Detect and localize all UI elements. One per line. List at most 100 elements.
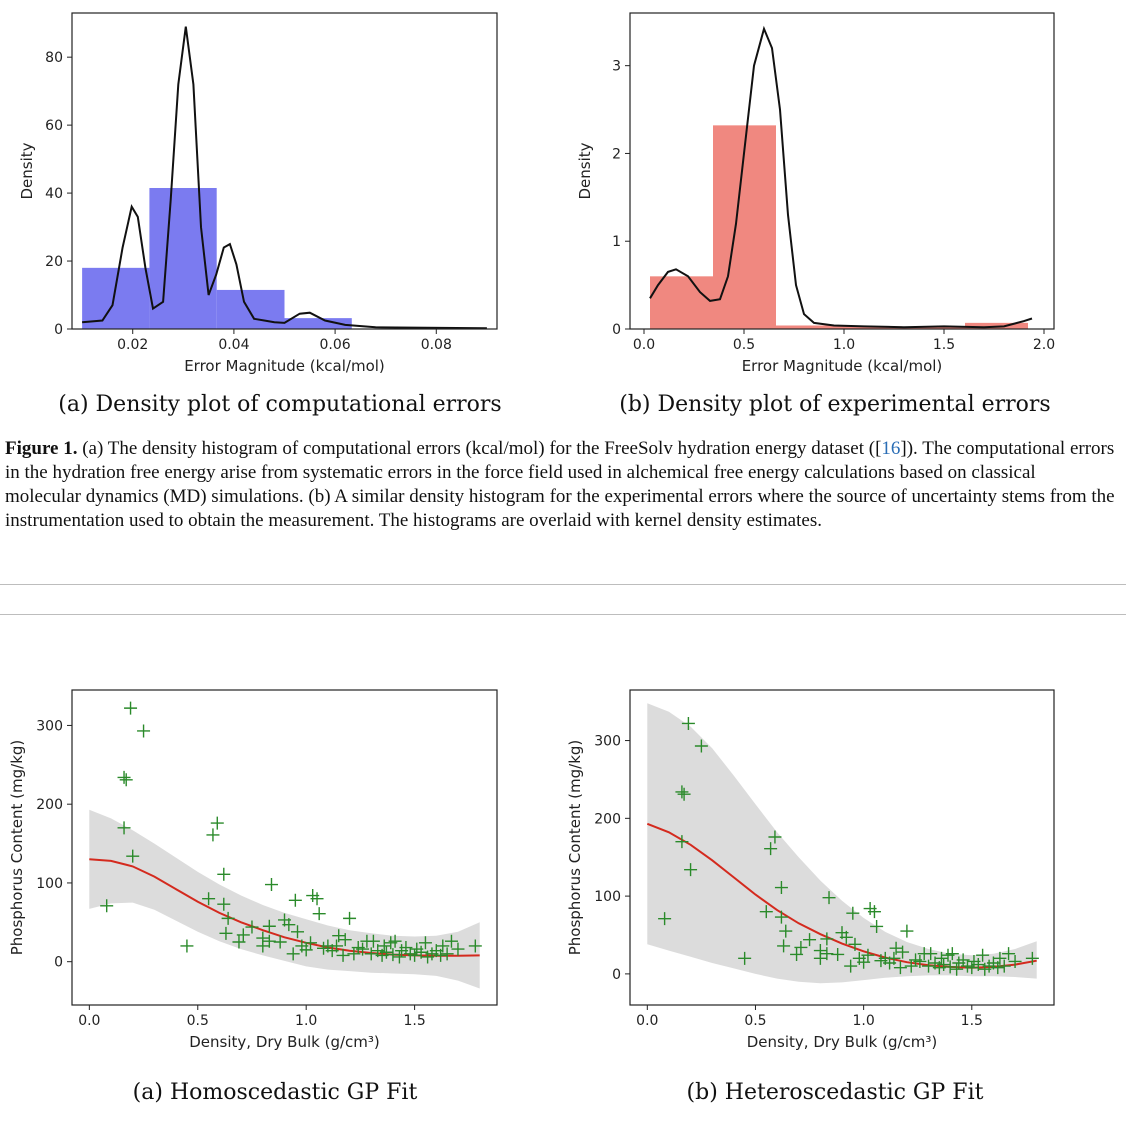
data-point-10: [768, 830, 782, 844]
data-point-22: [264, 878, 278, 892]
data-point-26: [844, 959, 858, 973]
data-point-67: [434, 948, 448, 962]
data-point-31: [304, 936, 318, 950]
divider-bottom: [0, 614, 1126, 615]
data-point-11: [774, 910, 788, 924]
y-tick-label: 0: [54, 955, 63, 971]
y-tick-label: 200: [594, 811, 621, 827]
x-axis-label: Density, Dry Bulk (g/cm³): [747, 1033, 938, 1051]
x-tick-label: 1.5: [933, 337, 955, 353]
subcaption-b-fig2: (b) Heteroscedastic GP Fit: [686, 1080, 984, 1105]
data-point-8: [759, 905, 773, 919]
x-tick-label: 1.0: [833, 337, 855, 353]
histogram-bar-3: [839, 326, 902, 329]
data-point-4: [681, 716, 695, 730]
data-point-3: [117, 821, 131, 835]
x-tick-label: 0.02: [117, 337, 148, 353]
plot-area: 0.0 0.5 1.0 1.5 0 100 200 300 Density, Dry Bulk …: [566, 689, 1055, 1051]
data-point-8: [202, 892, 216, 906]
x-axis-label: Error Magnitude (kcal/mol): [184, 357, 385, 375]
histogram-bar-1: [149, 187, 217, 329]
data-point-23: [831, 947, 845, 961]
confidence-band: [647, 703, 1037, 984]
data-point-25: [282, 918, 296, 932]
caption-text-cont: ]). The computational errors in the hydr…: [5, 438, 1115, 531]
data-point-4: [124, 701, 138, 715]
data-point-69: [440, 947, 454, 961]
data-point-23: [273, 935, 287, 949]
data-point-63: [418, 936, 432, 950]
kde-curve: [649, 25, 1033, 329]
data-point-68: [436, 939, 450, 953]
histogram-computational-errors: 0.02 0.04 0.06 0.08 0 20 40 60 80 Error Magnitude…: [18, 12, 498, 375]
data-point-16: [236, 928, 250, 942]
y-tick-label: 20: [45, 254, 63, 270]
data-point-7: [738, 951, 752, 965]
data-point-51: [377, 939, 391, 953]
data-point-68: [993, 951, 1007, 965]
data-point-38: [330, 939, 344, 953]
data-point-9: [764, 842, 778, 856]
data-point-31: [861, 948, 875, 962]
data-point-48: [924, 947, 938, 961]
x-tick-label: 1.0: [295, 1013, 317, 1029]
y-axis-label: Density: [18, 142, 36, 199]
x-tick-label: 1.5: [961, 1013, 983, 1029]
data-point-38: [887, 951, 901, 965]
x-tick-label: 0.08: [421, 337, 452, 353]
histogram-bar-0: [82, 267, 150, 329]
data-point-48: [366, 934, 380, 948]
plot-frame: [71, 12, 498, 330]
data-point-0: [100, 899, 114, 913]
plot-content: [649, 25, 1033, 329]
data-point-3: [675, 835, 689, 849]
data-point-72: [468, 939, 482, 953]
data-point-2: [119, 773, 133, 787]
data-point-19: [256, 939, 270, 953]
data-point-22: [822, 891, 836, 905]
data-point-5: [126, 849, 140, 863]
data-point-47: [364, 947, 378, 961]
x-tick-label: 0.0: [636, 1013, 658, 1029]
data-point-0: [658, 912, 672, 926]
data-point-60: [965, 961, 979, 975]
data-point-47: [922, 959, 936, 973]
data-point-70: [444, 934, 458, 948]
data-point-13: [779, 924, 793, 938]
data-point-1: [117, 770, 131, 784]
data-point-55: [388, 934, 402, 948]
y-axis-label: Phosphorus Content (mg/kg): [566, 740, 584, 956]
data-point-27: [288, 893, 302, 907]
x-tick-label: 0.5: [744, 1013, 766, 1029]
y-tick-label: 1: [612, 234, 621, 250]
data-point-27: [846, 906, 860, 920]
data-point-71: [1008, 954, 1022, 968]
x-tick-label: 1.5: [403, 1013, 425, 1029]
plot-frame: [629, 689, 1055, 1006]
data-point-17: [245, 920, 259, 934]
x-axis-label: Error Magnitude (kcal/mol): [742, 357, 943, 375]
y-tick-label: 100: [36, 876, 63, 892]
y-axis-label: Phosphorus Content (mg/kg): [8, 740, 26, 956]
plot-content: [89, 701, 482, 989]
data-point-1: [675, 785, 689, 799]
y-tick-label: 200: [36, 797, 63, 813]
y-tick-label: 0: [612, 322, 621, 338]
plot-frame: [629, 12, 1055, 330]
data-point-34: [870, 919, 884, 933]
data-point-9: [206, 828, 220, 842]
data-point-20: [820, 947, 834, 961]
data-point-40: [893, 961, 907, 975]
data-point-56: [392, 950, 406, 964]
data-point-60: [408, 948, 422, 962]
kde-curve: [82, 26, 487, 329]
data-point-55: [945, 947, 959, 961]
data-point-69: [997, 959, 1011, 973]
histogram-bar-1: [713, 125, 776, 329]
y-tick-label: 80: [45, 50, 63, 66]
data-point-28: [291, 925, 305, 939]
histogram-experimental-errors: 0.0 0.5 1.0 1.5 2.0 0 1 2 3 Error Magnitude (kcal…: [576, 12, 1055, 375]
plot-area: 0.0 0.5 1.0 1.5 2.0 0 1 2 3 Error Magnitude (kcal…: [576, 12, 1055, 375]
data-point-5: [684, 863, 698, 877]
citation-link[interactable]: 16: [881, 438, 901, 459]
